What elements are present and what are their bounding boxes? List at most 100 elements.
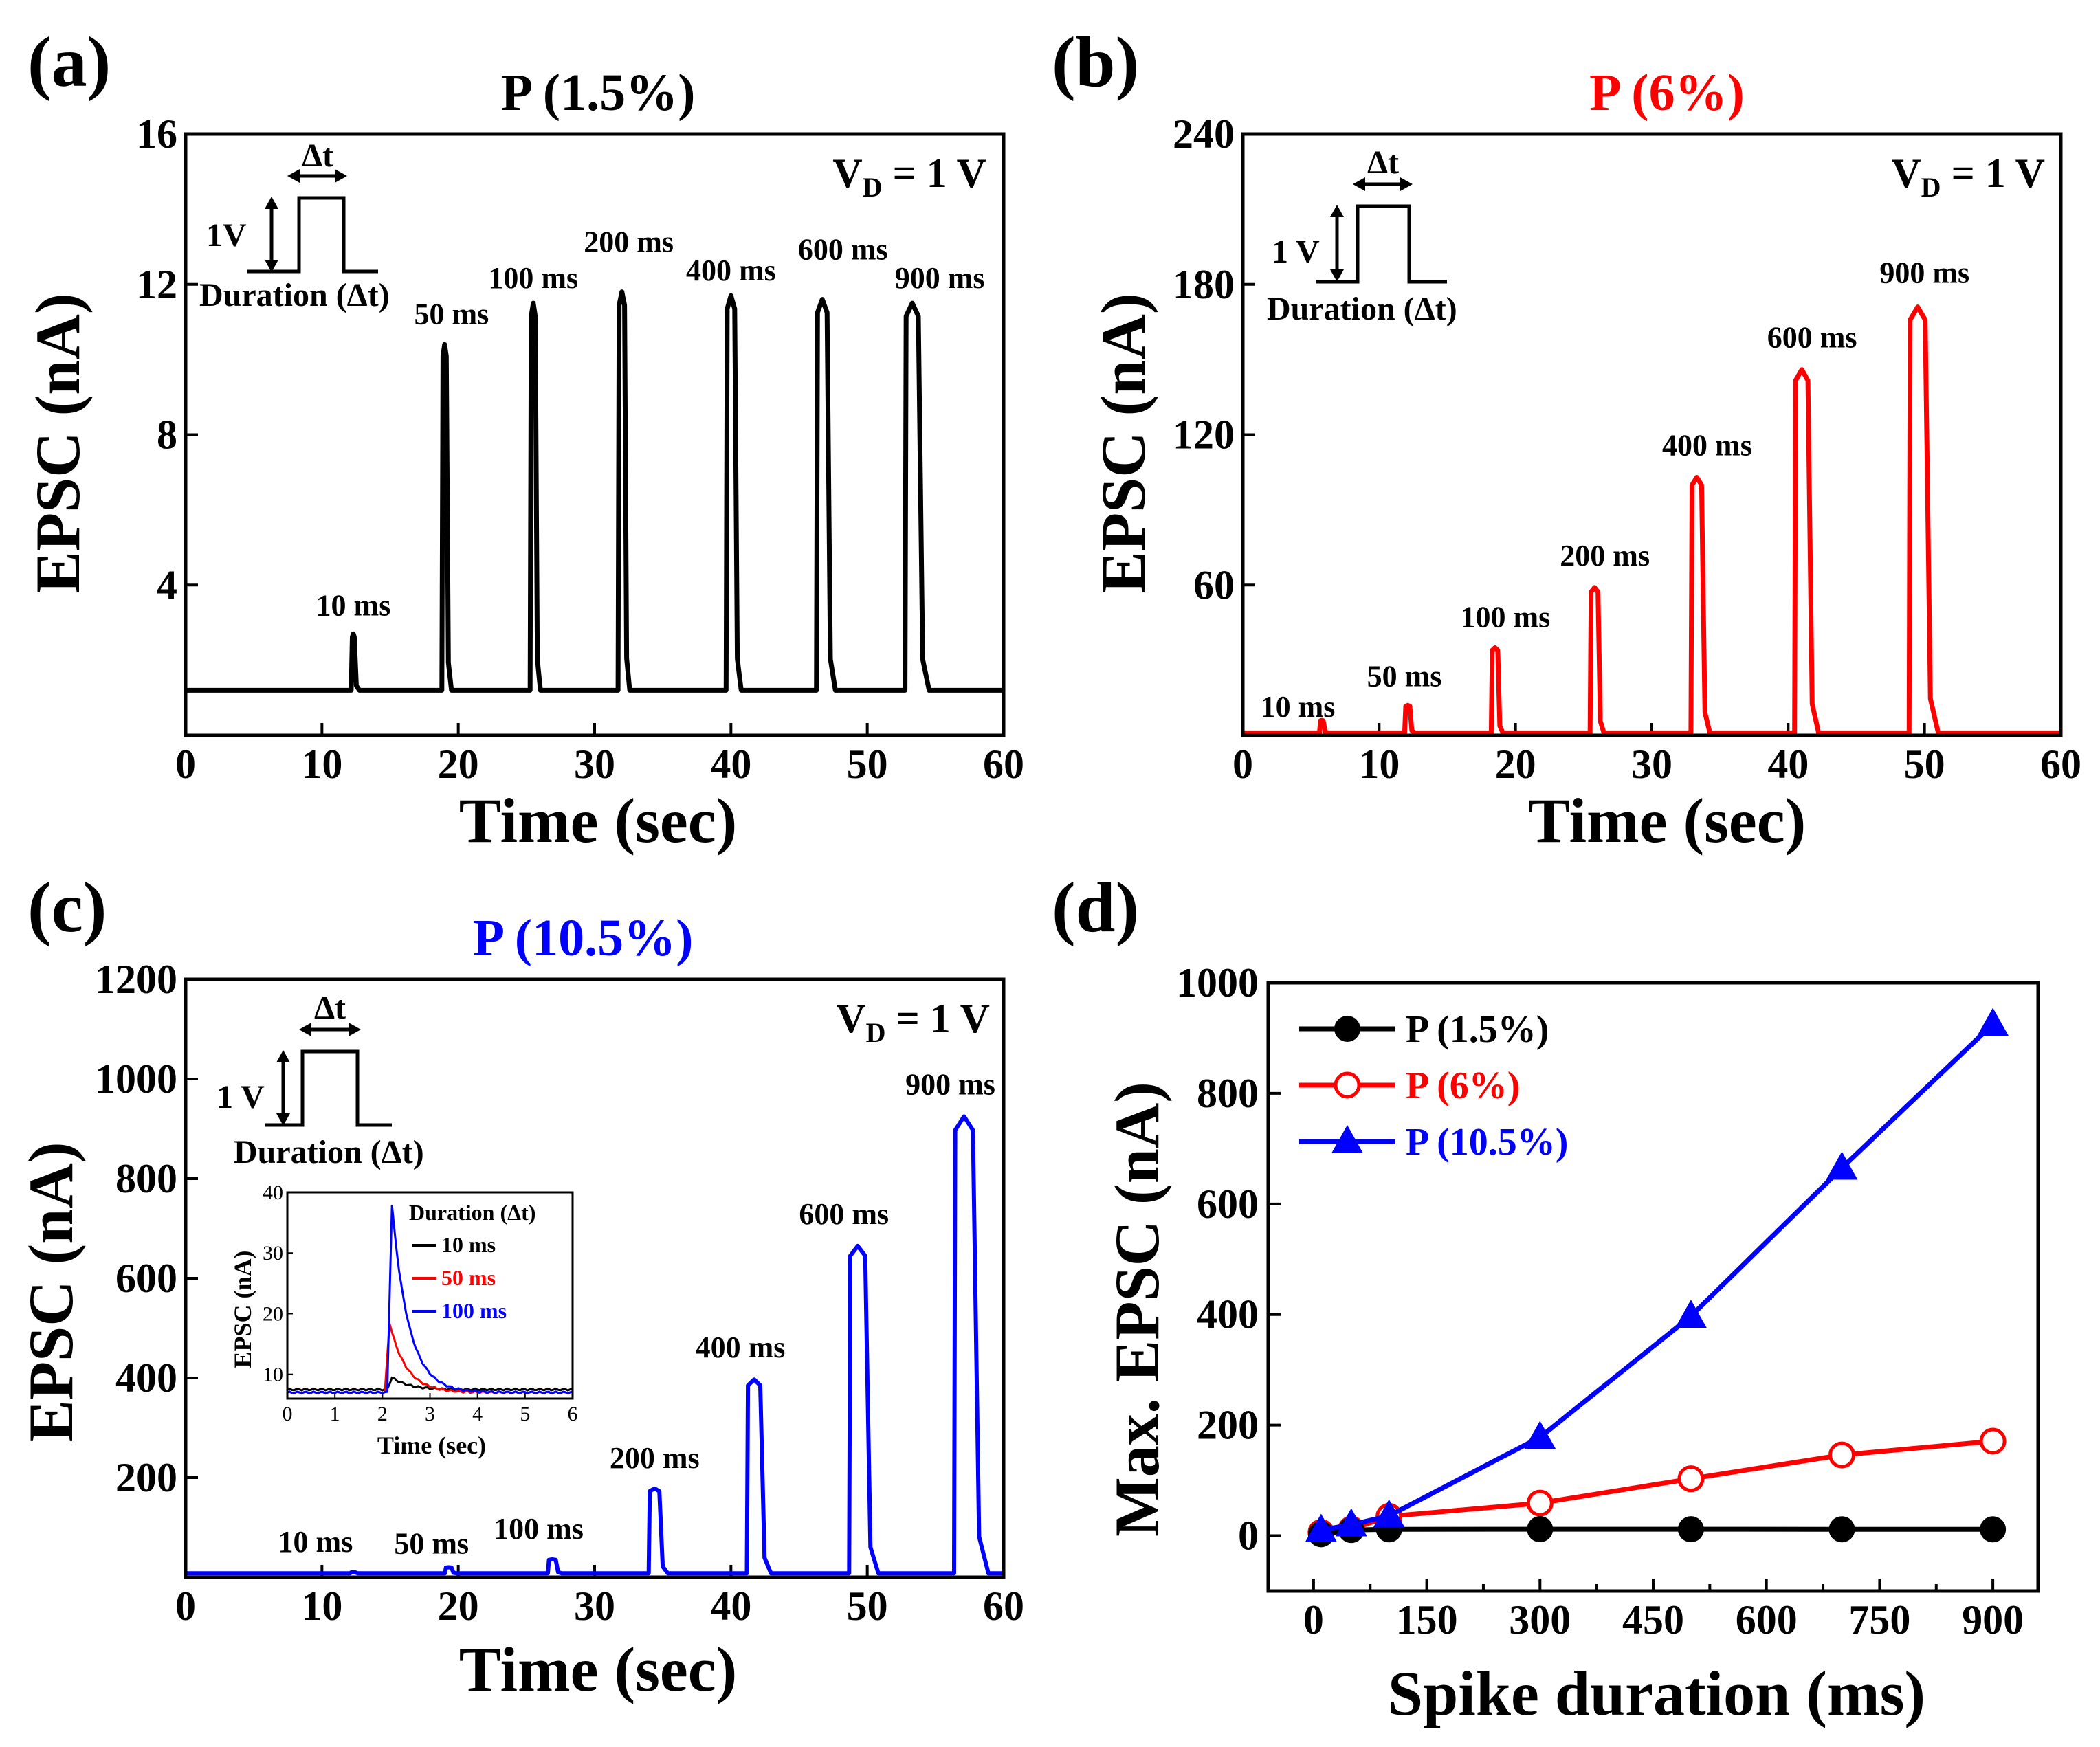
legend-marker xyxy=(1334,1016,1360,1042)
pulse-duration-annotation: 10 ms xyxy=(316,588,391,622)
panel-b-pulse-schematic: 1 V Δt Duration (Δt) xyxy=(1267,144,1457,327)
x-tick-label: 5 xyxy=(520,1403,530,1425)
data-point xyxy=(1828,1516,1855,1543)
panel-a-vd-label: VD = 1 V xyxy=(832,151,986,203)
pulse-duration-label: Duration (Δt) xyxy=(199,277,390,313)
inset-frame xyxy=(286,1191,574,1400)
panel-c-pulse-schematic: 1 V Δt Duration (Δt) xyxy=(217,990,424,1170)
panel-b-plot-area: 10 ms 50 ms 100 ms 200 ms 400 ms 600 ms 900 ms xyxy=(1243,256,2061,735)
panel-a-pulse-schematic: 1V Δt Duration (Δt) xyxy=(199,137,390,313)
panel-a-title: P (1.5%) xyxy=(501,64,696,122)
panel-b-x-axis-label: Time (sec) xyxy=(1528,786,1806,856)
x-tick-label: 50 xyxy=(847,1583,888,1629)
pulse-duration-annotation: 600 ms xyxy=(799,1197,889,1231)
x-tick-label: 0 xyxy=(1233,742,1253,787)
legend-marker xyxy=(1331,1125,1363,1153)
series-line xyxy=(1320,1438,1993,1535)
panel-c: (c) P (10.5%) EPSC (nA) Time (sec) 0 10 20… xyxy=(16,868,1024,1704)
pulse-amplitude-label: 1V xyxy=(206,217,247,254)
panel-d-legend: P (1.5%) P (6%) P (10.5%) xyxy=(1299,1008,1568,1164)
panel-c-vd-label: VD = 1 V xyxy=(836,996,990,1048)
x-tick-label: 40 xyxy=(710,742,751,787)
legend-entry: P (6%) xyxy=(1406,1065,1520,1107)
x-tick-label: 20 xyxy=(1495,742,1536,787)
panel-c-title: P (10.5%) xyxy=(473,909,694,967)
inset-trace-10ms xyxy=(287,1376,573,1392)
y-tick-label: 1200 xyxy=(95,957,177,1002)
y-tick-label: 800 xyxy=(115,1156,177,1201)
legend-entry: P (10.5%) xyxy=(1406,1121,1568,1164)
pulse-duration-annotation: 200 ms xyxy=(584,225,674,259)
legend-marker xyxy=(1334,1071,1361,1099)
x-tick-label: 10 xyxy=(301,742,342,787)
inset-axis-ticks: 0 1 2 3 4 5 6 10 20 30 40 xyxy=(263,1181,578,1425)
panel-b-label: (b) xyxy=(1052,23,1139,102)
x-tick-label: 0 xyxy=(175,742,196,787)
pulse-duration-annotation: 50 ms xyxy=(394,1527,469,1561)
pulse-duration-annotation: 200 ms xyxy=(1560,539,1650,572)
y-tick-label: 200 xyxy=(115,1455,177,1500)
y-tick-label: 40 xyxy=(263,1181,283,1204)
panel-b-axis-ticks: 0 10 20 30 40 50 60 60 120 180 240 xyxy=(1173,111,2081,787)
data-point xyxy=(1677,1516,1704,1543)
data-point xyxy=(1305,1513,1337,1542)
y-tick-label: 400 xyxy=(115,1355,177,1401)
inset-legend: 10 ms 50 ms 100 ms xyxy=(412,1232,507,1323)
panel-d-x-axis-label: Spike duration (ms) xyxy=(1388,1658,1925,1728)
pulse-duration-annotation: 100 ms xyxy=(488,261,578,295)
pulse-duration-annotation: 900 ms xyxy=(1879,256,1969,290)
pulse-amplitude-label: 1 V xyxy=(217,1079,265,1115)
y-tick-label: 20 xyxy=(263,1302,283,1325)
data-point xyxy=(1979,1427,2007,1455)
epsc-trace xyxy=(186,289,1004,693)
x-tick-label: 30 xyxy=(1631,742,1672,787)
y-tick-label: 1000 xyxy=(95,1056,177,1102)
y-tick-label: 600 xyxy=(115,1256,177,1301)
x-tick-label: 10 xyxy=(1358,742,1400,787)
pulse-duration-annotation: 600 ms xyxy=(798,233,888,267)
panel-d-frame xyxy=(1266,981,2040,1593)
panel-c-x-axis-label: Time (sec) xyxy=(459,1634,737,1704)
x-tick-label: 3 xyxy=(425,1403,435,1425)
y-tick-label: 12 xyxy=(136,262,177,307)
x-tick-label: 0 xyxy=(283,1403,293,1425)
panel-c-inset: EPSC (nA) Time (sec) 0 1 2 3 4 5 6 10 20 30 40 Dur… xyxy=(229,1181,578,1459)
pulse-dt-label: Δt xyxy=(1367,144,1399,181)
x-tick-label: 900 xyxy=(1962,1597,2024,1643)
x-tick-label: 40 xyxy=(710,1583,751,1629)
x-tick-label: 20 xyxy=(438,742,479,787)
x-tick-label: 2 xyxy=(377,1403,388,1425)
y-tick-label: 16 xyxy=(136,111,177,157)
pulse-waveform xyxy=(265,1049,392,1127)
pulse-duration-annotation: 900 ms xyxy=(905,1067,995,1101)
x-tick-label: 20 xyxy=(438,1583,479,1629)
panel-b-vd-label: VD = 1 V xyxy=(1891,151,2045,203)
data-point xyxy=(1677,1465,1705,1493)
data-point xyxy=(1977,1008,2009,1036)
inset-legend-entry: 50 ms xyxy=(441,1265,496,1290)
x-tick-label: 50 xyxy=(1904,742,1945,787)
pulse-duration-label: Duration (Δt) xyxy=(1267,291,1457,327)
x-tick-label: 300 xyxy=(1509,1597,1571,1643)
data-point xyxy=(1524,1421,1556,1449)
epsc-trace xyxy=(1243,304,2061,735)
x-tick-label: 50 xyxy=(847,742,888,787)
data-point xyxy=(1335,1508,1367,1537)
panel-a-y-axis-label: EPSC (nA) xyxy=(23,293,93,593)
panel-d-y-axis-label: Max. EPSC (nA) xyxy=(1102,1082,1172,1537)
panel-b: (b) P (6%) EPSC (nA) Time (sec) 0 10 20 30 4… xyxy=(1052,23,2081,856)
panel-a-axis-ticks: 0 10 20 30 40 50 60 4 8 12 16 xyxy=(136,111,1024,787)
x-tick-label: 600 xyxy=(1736,1597,1798,1643)
x-tick-label: 60 xyxy=(983,1583,1024,1629)
data-point xyxy=(1675,1300,1707,1328)
data-point xyxy=(1980,1516,2007,1543)
panel-d-label: (d) xyxy=(1052,868,1139,947)
panel-a-x-axis-label: Time (sec) xyxy=(459,786,737,856)
x-tick-label: 4 xyxy=(472,1403,483,1425)
panel-c-frame xyxy=(184,977,1006,1579)
inset-legend-entry: 100 ms xyxy=(441,1298,507,1323)
pulse-duration-annotation: 50 ms xyxy=(414,297,489,331)
data-point xyxy=(1527,1516,1554,1543)
panel-d: (d) Max. EPSC (nA) Spike duration (ms) 0… xyxy=(1052,868,2040,1728)
pulse-duration-label: Duration (Δt) xyxy=(234,1134,424,1170)
